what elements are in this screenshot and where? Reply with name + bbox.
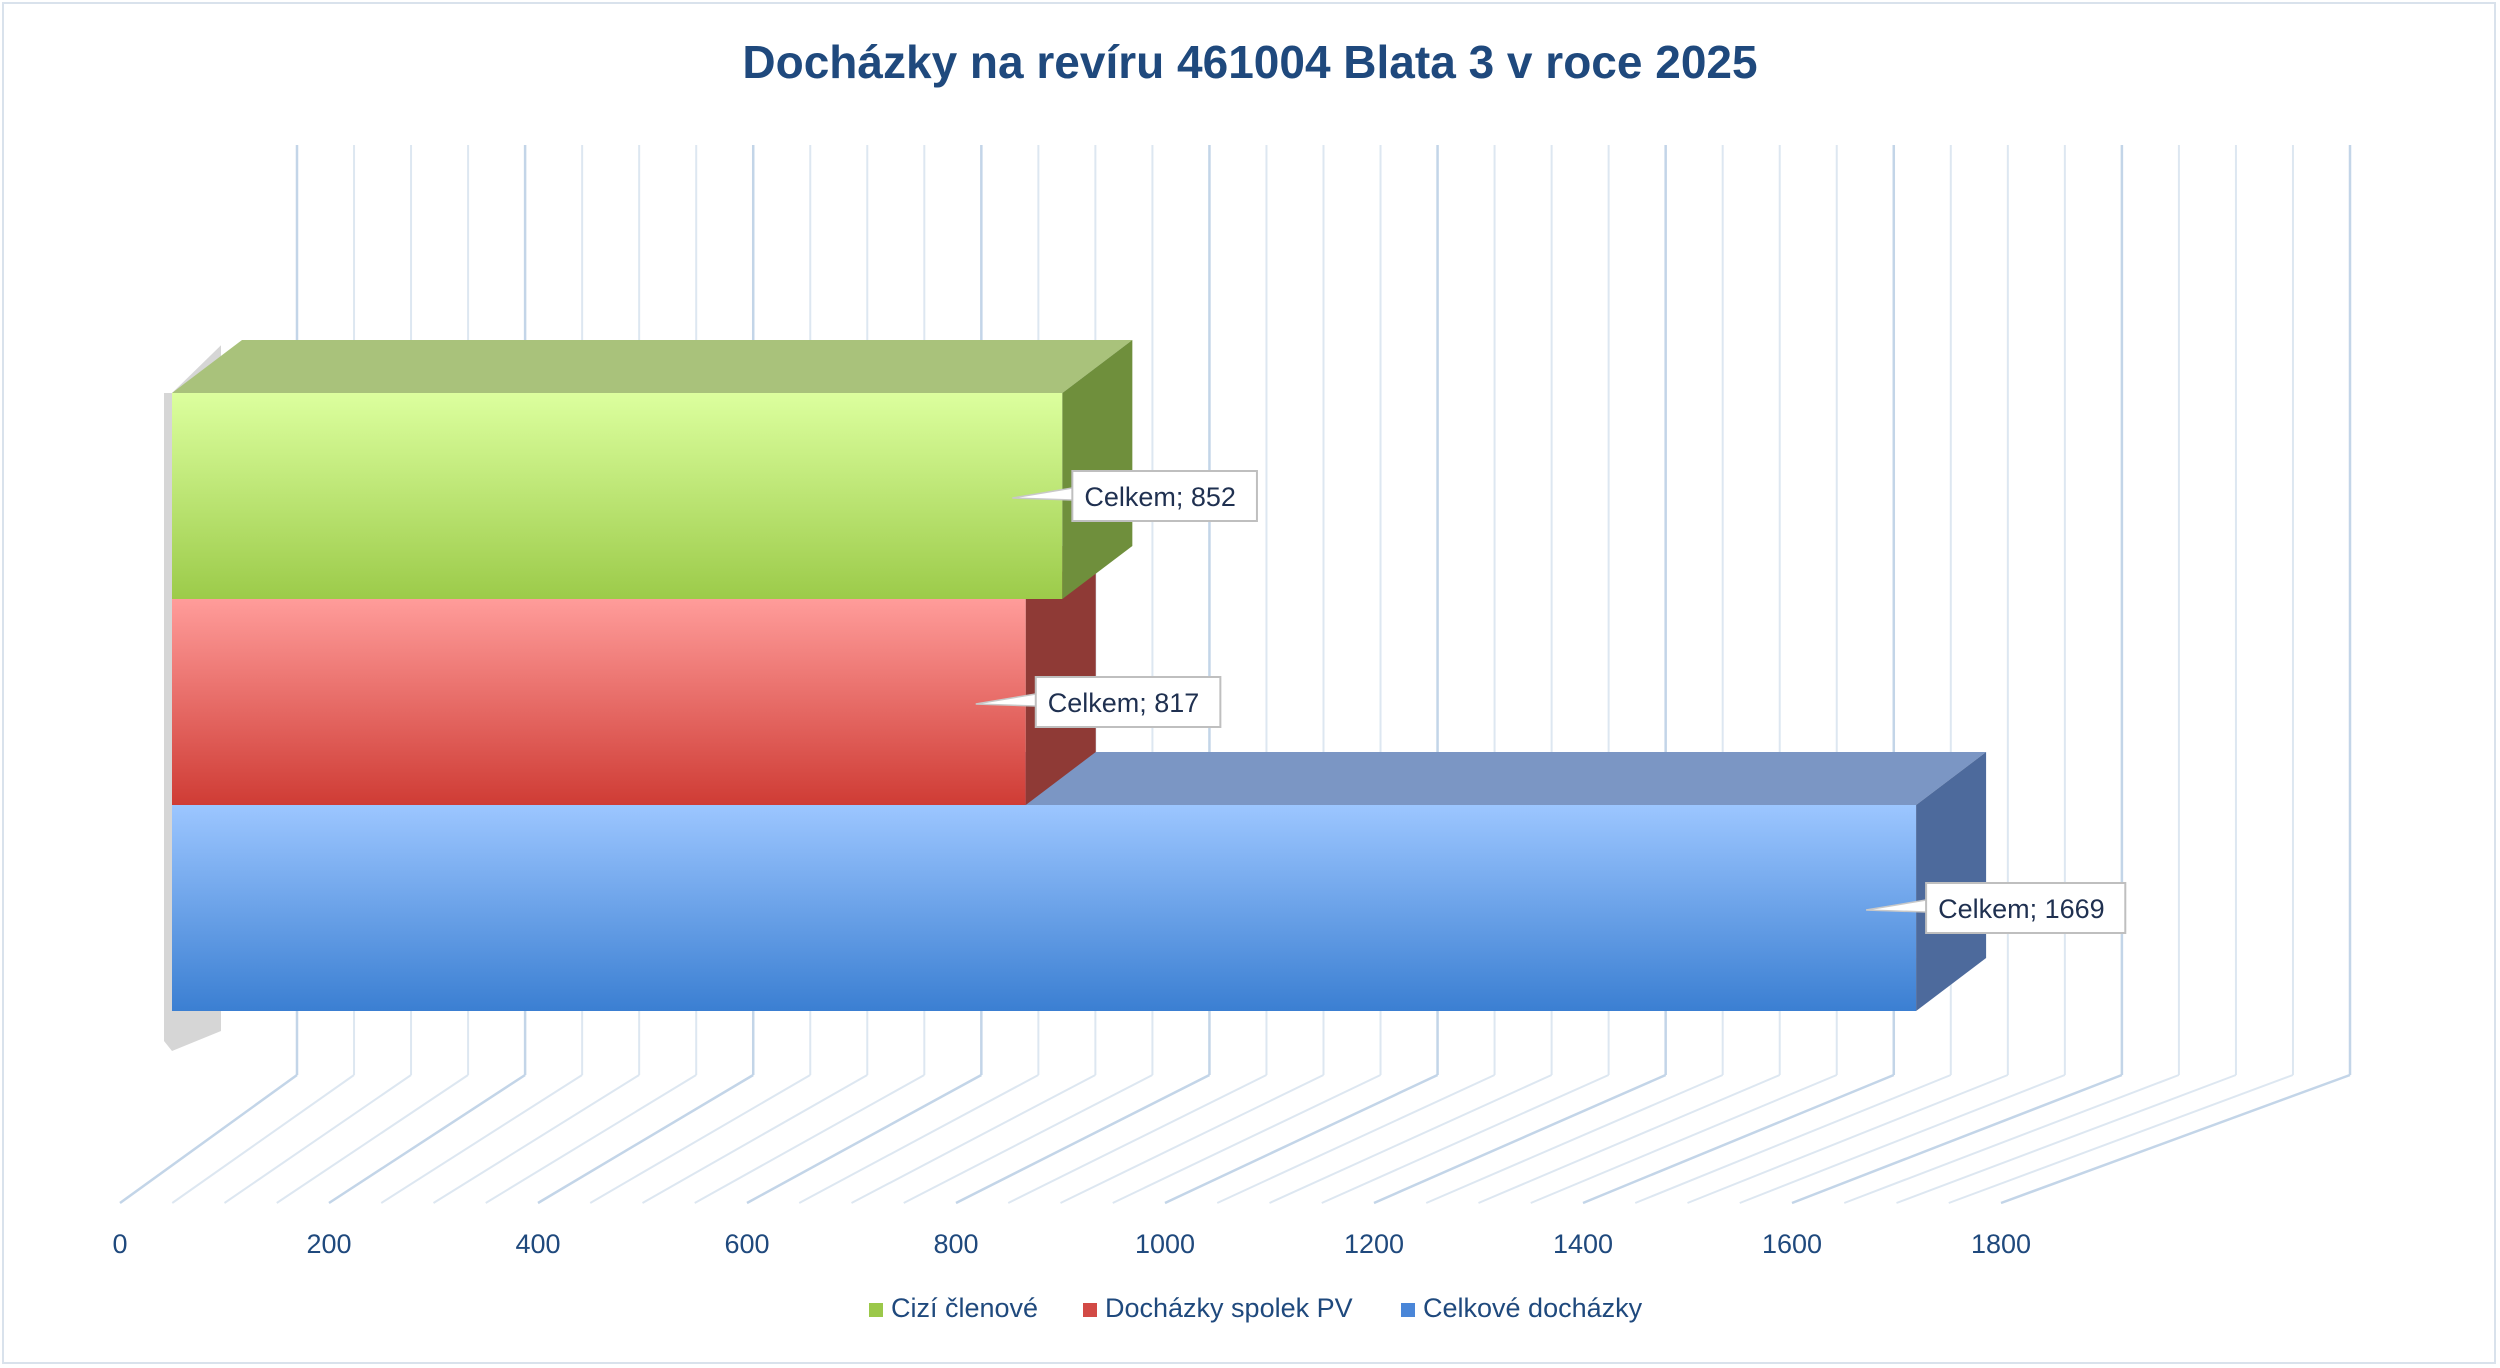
floor-gridline	[746, 1073, 982, 1205]
x-tick-label: 200	[306, 1229, 351, 1259]
floor-gridline	[1321, 1074, 1610, 1204]
legend-swatch	[1083, 1303, 1097, 1317]
floor-gridline	[1164, 1073, 1439, 1205]
floor-gridline	[2000, 1073, 2351, 1205]
floor-gridline	[1373, 1073, 1667, 1205]
x-tick-label: 1600	[1762, 1229, 1822, 1259]
floor-gridline	[171, 1074, 355, 1204]
floor-gridline	[1582, 1073, 1895, 1205]
floor-gridline	[1269, 1074, 1553, 1204]
bar-side-face	[1916, 752, 1987, 1011]
legend-item-3: Celkové docházky	[1401, 1293, 1643, 1323]
floor-gridline	[1896, 1074, 2237, 1204]
data-label-text: Celkem; 852	[1084, 482, 1236, 512]
bar-front-face	[172, 599, 1026, 805]
data-label-box	[1071, 470, 1258, 522]
floor-gridline	[328, 1073, 526, 1205]
data-label-2: Celkem; 817	[975, 676, 1222, 728]
floor-gridline	[798, 1074, 1039, 1204]
legend-swatch	[869, 1303, 883, 1317]
floor-gridline	[485, 1074, 697, 1204]
data-label-1: Celkem; 852	[1012, 470, 1258, 522]
floor-gridline	[1843, 1074, 2180, 1204]
legend-label: Docházky spolek PV	[1105, 1293, 1353, 1323]
floor-gridline	[1112, 1074, 1381, 1204]
x-tick-label: 1200	[1344, 1229, 1404, 1259]
x-axis-ticks: 0 200 400 600 800 1000 1200 1400 1600 1800	[112, 1229, 2031, 1259]
bar-front-face	[172, 805, 1917, 1011]
x-tick-label: 600	[724, 1229, 769, 1259]
floor-gridline	[589, 1074, 811, 1204]
data-label-3: Celkem; 1669	[1865, 882, 2127, 934]
floor-gridline	[537, 1073, 754, 1205]
bar-side-face	[1025, 546, 1096, 805]
bar-3	[172, 752, 1987, 1011]
legend-label: Celkové docházky	[1423, 1293, 1643, 1323]
x-tick-label: 1000	[1135, 1229, 1195, 1259]
floor-gridline	[955, 1073, 1211, 1205]
bar-front-face	[172, 393, 1063, 599]
floor-gridline	[1478, 1074, 1781, 1204]
floor-gridline	[1634, 1074, 1952, 1204]
bar-1	[172, 340, 1133, 599]
legend-swatch	[1401, 1303, 1415, 1317]
data-label-text: Celkem; 817	[1048, 688, 1200, 718]
x-tick-label: 1400	[1553, 1229, 1613, 1259]
floor-gridline	[1216, 1074, 1496, 1204]
data-labels: Celkem; 852 Celkem; 817 Celkem; 1669	[975, 470, 2127, 934]
x-tick-label: 400	[515, 1229, 560, 1259]
floor-gridline	[119, 1073, 298, 1205]
floor-gridline	[1791, 1073, 2123, 1205]
floor-gridline	[1530, 1074, 1838, 1204]
floor-gridline	[694, 1074, 925, 1204]
data-label-box	[1925, 882, 2127, 934]
floor-gridline	[851, 1074, 1096, 1204]
x-tick-label: 0	[112, 1229, 127, 1259]
legend-item-1: Cizí členové	[869, 1293, 1038, 1323]
legend-label: Cizí členové	[891, 1293, 1038, 1323]
floor-gridline	[1007, 1074, 1267, 1204]
legend: Cizí členové Docházky spolek PV Celkové do…	[869, 1293, 1643, 1323]
floor-gridlines	[119, 1073, 2351, 1205]
floor-gridline	[1425, 1074, 1724, 1204]
x-tick-label: 1800	[1971, 1229, 2031, 1259]
legend-item-2: Docházky spolek PV	[1083, 1293, 1353, 1323]
floor-gridline	[1739, 1074, 2066, 1204]
floor-gridline	[432, 1074, 640, 1204]
bar-side-face	[1062, 340, 1133, 599]
bar-top-face	[172, 340, 1133, 393]
data-label-text: Celkem; 1669	[1938, 894, 2105, 924]
floor-gridline	[1060, 1074, 1324, 1204]
floor-gridline	[223, 1074, 412, 1204]
floor-gridline	[642, 1074, 868, 1204]
floor-gridline	[903, 1074, 1153, 1204]
bars	[164, 340, 1987, 1051]
x-tick-label: 800	[933, 1229, 978, 1259]
chart-title: Docházky na revíru 461004 Blata 3 v roce…	[742, 36, 1757, 88]
floor-gridline	[1687, 1074, 2009, 1204]
data-label-box	[1034, 676, 1222, 728]
floor-gridline	[276, 1074, 469, 1204]
floor-gridline	[380, 1074, 583, 1204]
floor-gridline	[1948, 1074, 2294, 1204]
